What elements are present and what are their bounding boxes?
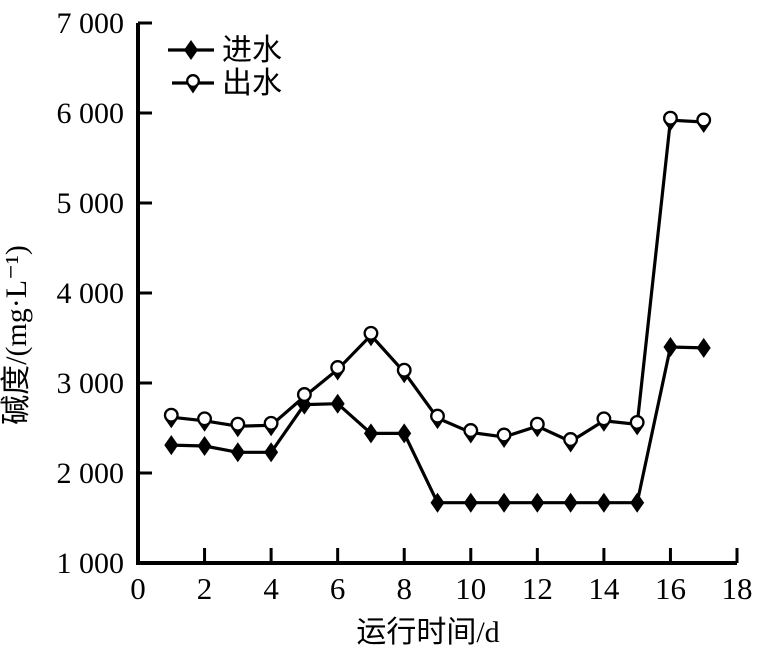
series-1-point	[496, 427, 512, 443]
x-tick-label: 10	[455, 571, 486, 606]
series-1-line	[171, 118, 704, 444]
x-tick-label: 14	[588, 571, 620, 606]
series-0-point	[264, 442, 279, 463]
series-1-point	[296, 387, 312, 402]
series-1-point	[696, 112, 712, 128]
series-1-point	[263, 415, 279, 431]
series-0-point	[696, 337, 711, 358]
series-1-point	[662, 110, 678, 126]
y-tick-label: 2 000	[57, 457, 125, 490]
x-tick-label: 2	[197, 571, 213, 606]
series-1-point	[629, 414, 645, 430]
series-1-point	[197, 411, 213, 427]
series-1-point	[363, 325, 379, 341]
series-1-point	[529, 416, 545, 432]
x-tick-label: 12	[522, 571, 553, 606]
series-0-point	[630, 492, 645, 513]
y-tick-label: 5 000	[57, 187, 125, 220]
y-tick-label: 6 000	[57, 97, 125, 130]
series-0-point	[530, 492, 545, 513]
series-0-point	[230, 442, 245, 463]
series-0-point	[463, 492, 478, 513]
x-tick-label: 16	[655, 571, 686, 606]
series-1-point	[463, 423, 479, 438]
axes-layer: 1 000 2 000 3 000 4 000 5 000 6 000 7 000 0 2 4 6 8…	[57, 7, 753, 606]
series-0-point	[164, 435, 179, 456]
series-1-point	[163, 407, 179, 423]
legend-influent-label: 进水	[222, 34, 282, 67]
series-0-point	[596, 492, 611, 513]
series-0-point	[197, 436, 212, 456]
axis-spine	[136, 23, 737, 565]
x-tick-label: 6	[330, 571, 346, 606]
y-tick-label: 1 000	[57, 547, 125, 580]
series-0-point	[330, 393, 345, 414]
series-0-point	[663, 337, 678, 357]
legend-influent-diamond-icon	[184, 40, 198, 60]
series-1-point	[330, 360, 346, 375]
legend-effluent-circle-icon	[186, 74, 200, 88]
series-1-point	[596, 411, 612, 427]
series-1-point	[563, 432, 579, 447]
y-axis-label: 碱度/(mg·L⁻¹)	[0, 245, 33, 425]
x-tick-label: 18	[722, 571, 753, 606]
series-0-point	[497, 492, 512, 513]
series-1-point	[430, 408, 445, 424]
series-0-point	[430, 492, 445, 513]
chart-legend: 进水 出水	[168, 34, 282, 100]
series-layer	[163, 110, 712, 513]
y-tick-label: 4 000	[57, 277, 125, 310]
series-1-point	[230, 416, 246, 432]
series-1-point	[396, 362, 412, 378]
series-0-point	[397, 423, 412, 444]
x-axis-label: 运行时间/d	[356, 616, 499, 649]
series-0-point	[563, 492, 578, 513]
y-tick-label: 3 000	[57, 367, 125, 400]
x-tick-label: 8	[396, 571, 412, 606]
series-0-point	[363, 423, 378, 444]
y-tick-label: 7 000	[57, 7, 125, 40]
x-tick-label: 4	[263, 571, 279, 606]
legend-effluent-label: 出水	[222, 67, 282, 100]
x-tick-label: 0	[130, 571, 146, 606]
